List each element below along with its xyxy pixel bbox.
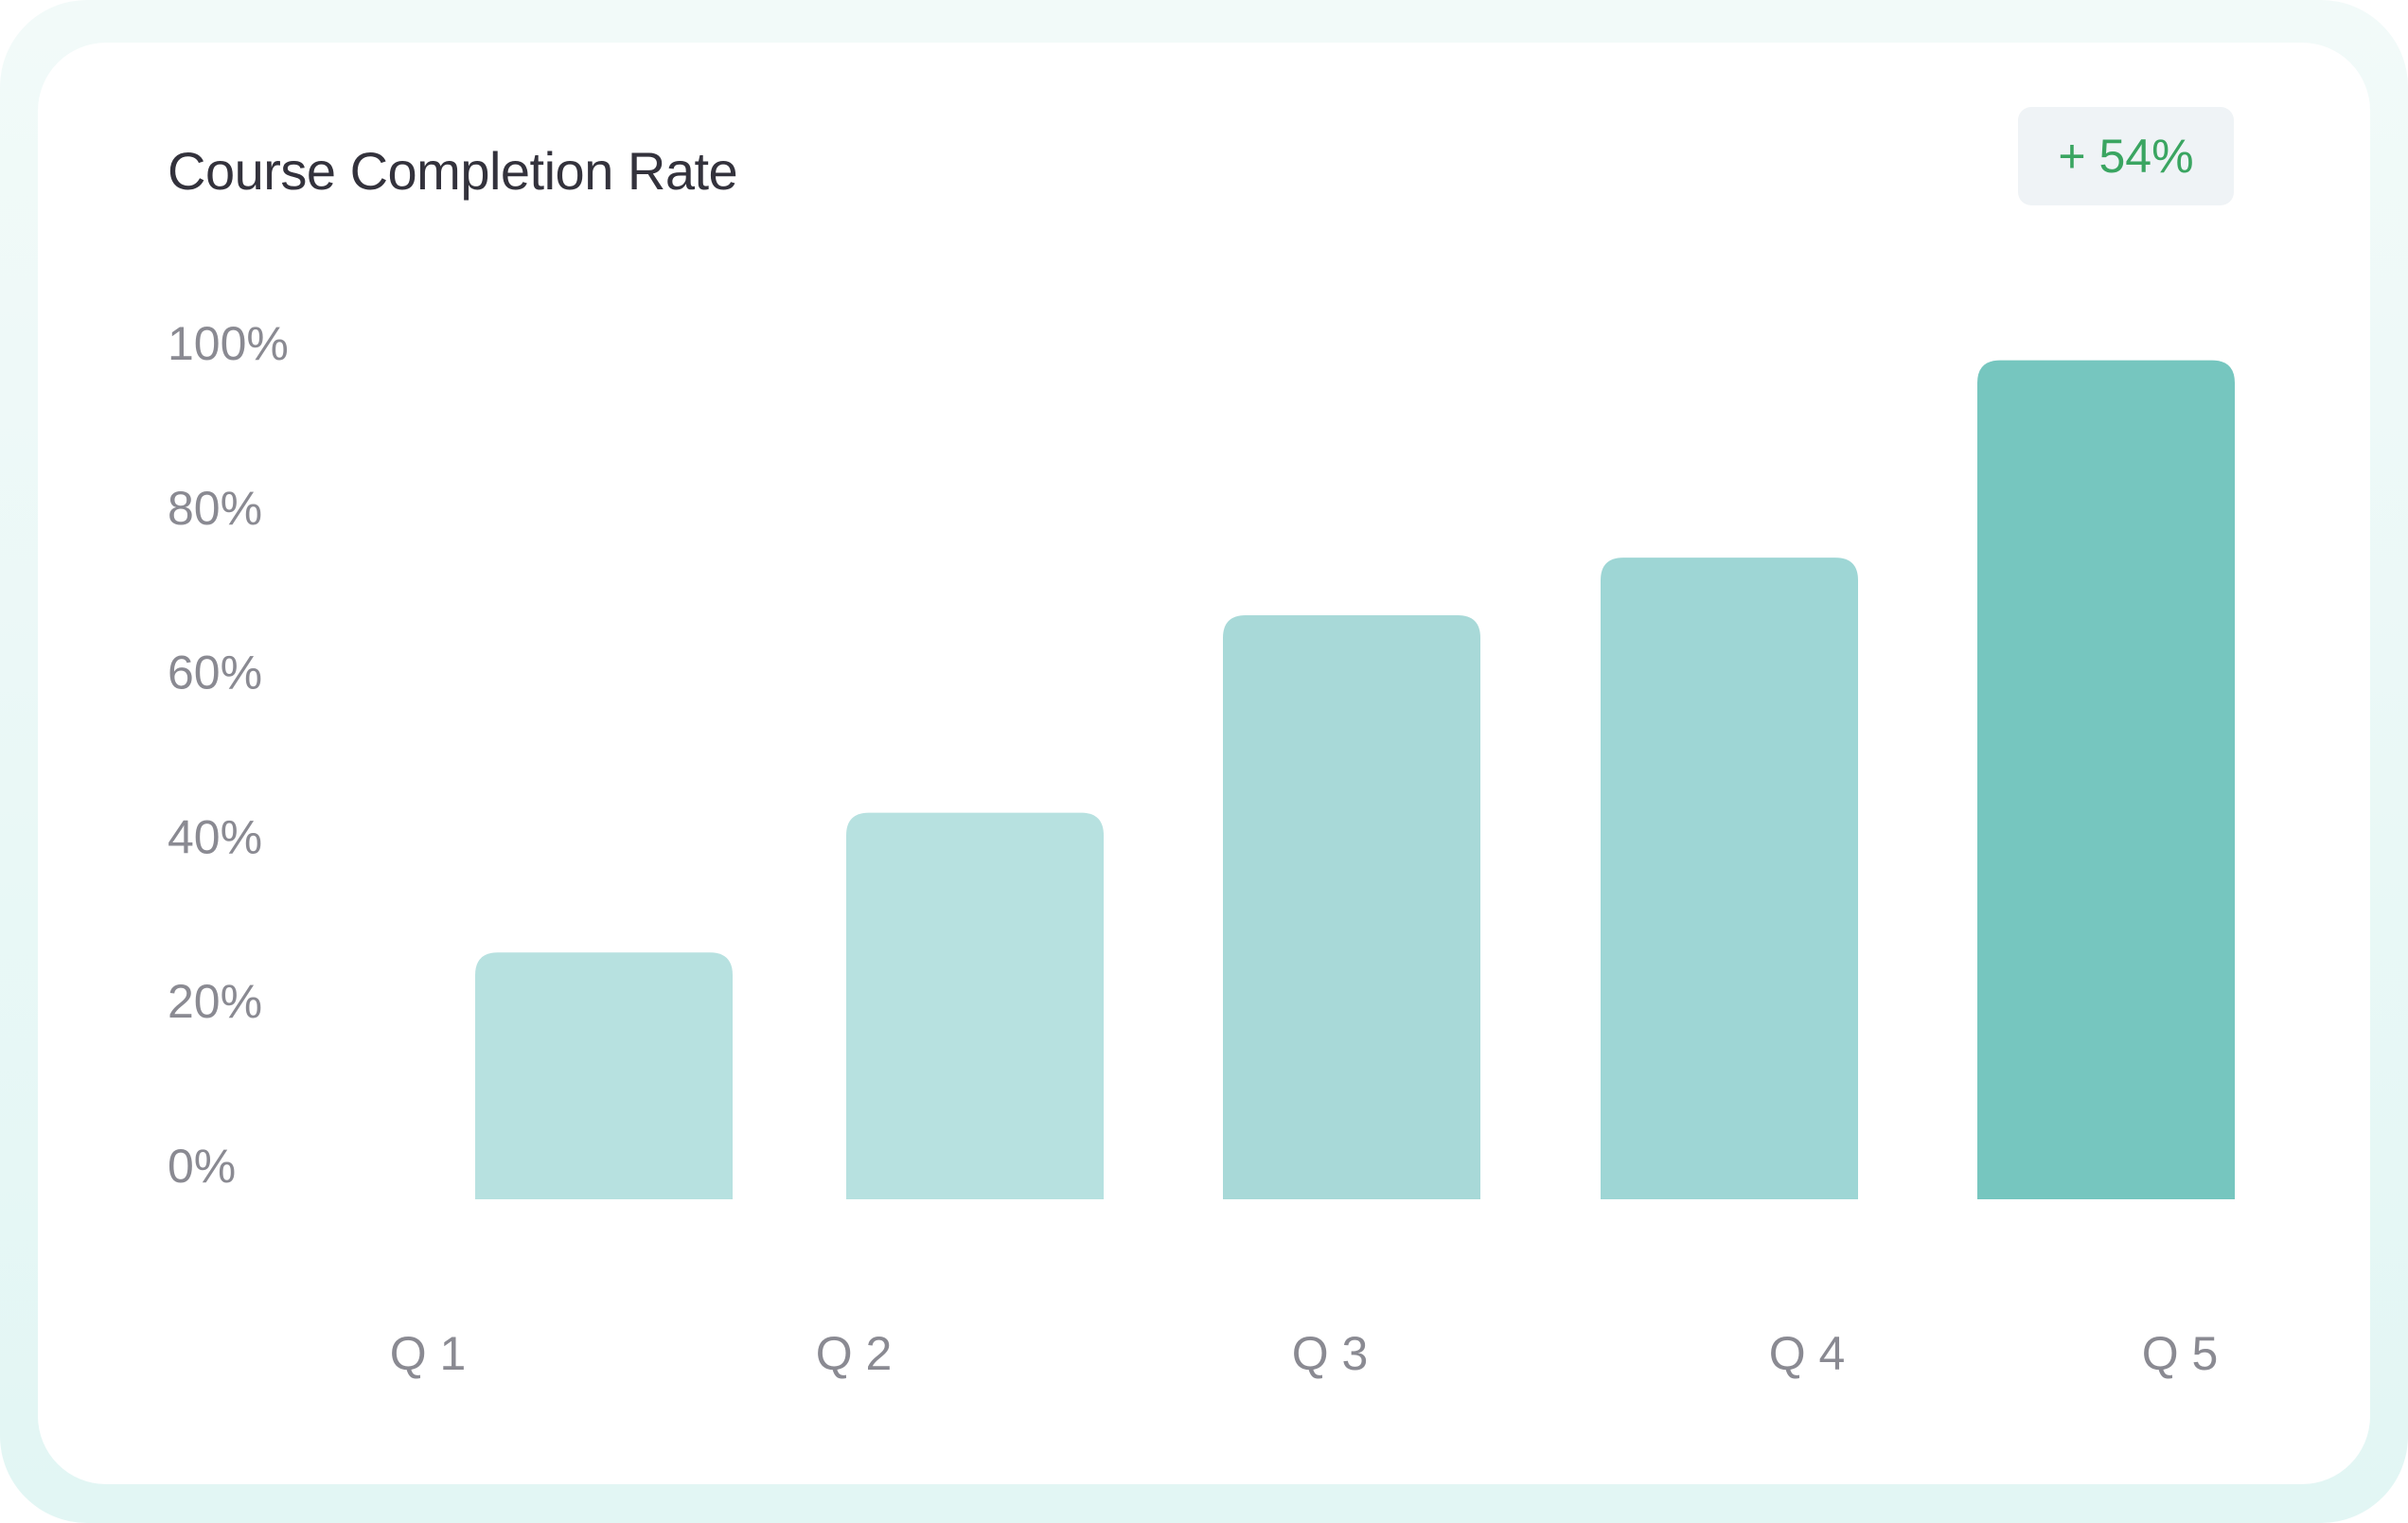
change-badge: + 54% [2018, 107, 2234, 205]
bars [475, 360, 2235, 1199]
bar-5 [1977, 360, 2235, 1199]
y-tick-label: 100% [168, 317, 289, 370]
x-tick-label: Q 2 [816, 1327, 893, 1380]
y-tick-label: 20% [168, 975, 262, 1028]
bar-4 [1601, 558, 1858, 1199]
y-tick-label: 0% [168, 1140, 236, 1193]
bar-2 [846, 812, 1104, 1199]
x-tick-label: Q 3 [1292, 1327, 1369, 1380]
x-axis: Q 1 Q 2 Q 3 Q 4 Q 5 [390, 1327, 2219, 1380]
x-tick-label: Q 1 [390, 1327, 467, 1380]
y-tick-label: 40% [168, 810, 262, 863]
y-tick-label: 80% [168, 482, 262, 535]
y-tick-label: 60% [168, 646, 262, 700]
chart-title: Course Completion Rate [168, 141, 738, 201]
bar-1 [475, 952, 733, 1199]
bar-3 [1223, 615, 1480, 1199]
x-tick-label: Q 4 [1769, 1327, 1846, 1380]
y-axis: 0% 20% 40% 60% 80% 100% [168, 317, 289, 1193]
x-tick-label: Q 5 [2142, 1327, 2219, 1380]
